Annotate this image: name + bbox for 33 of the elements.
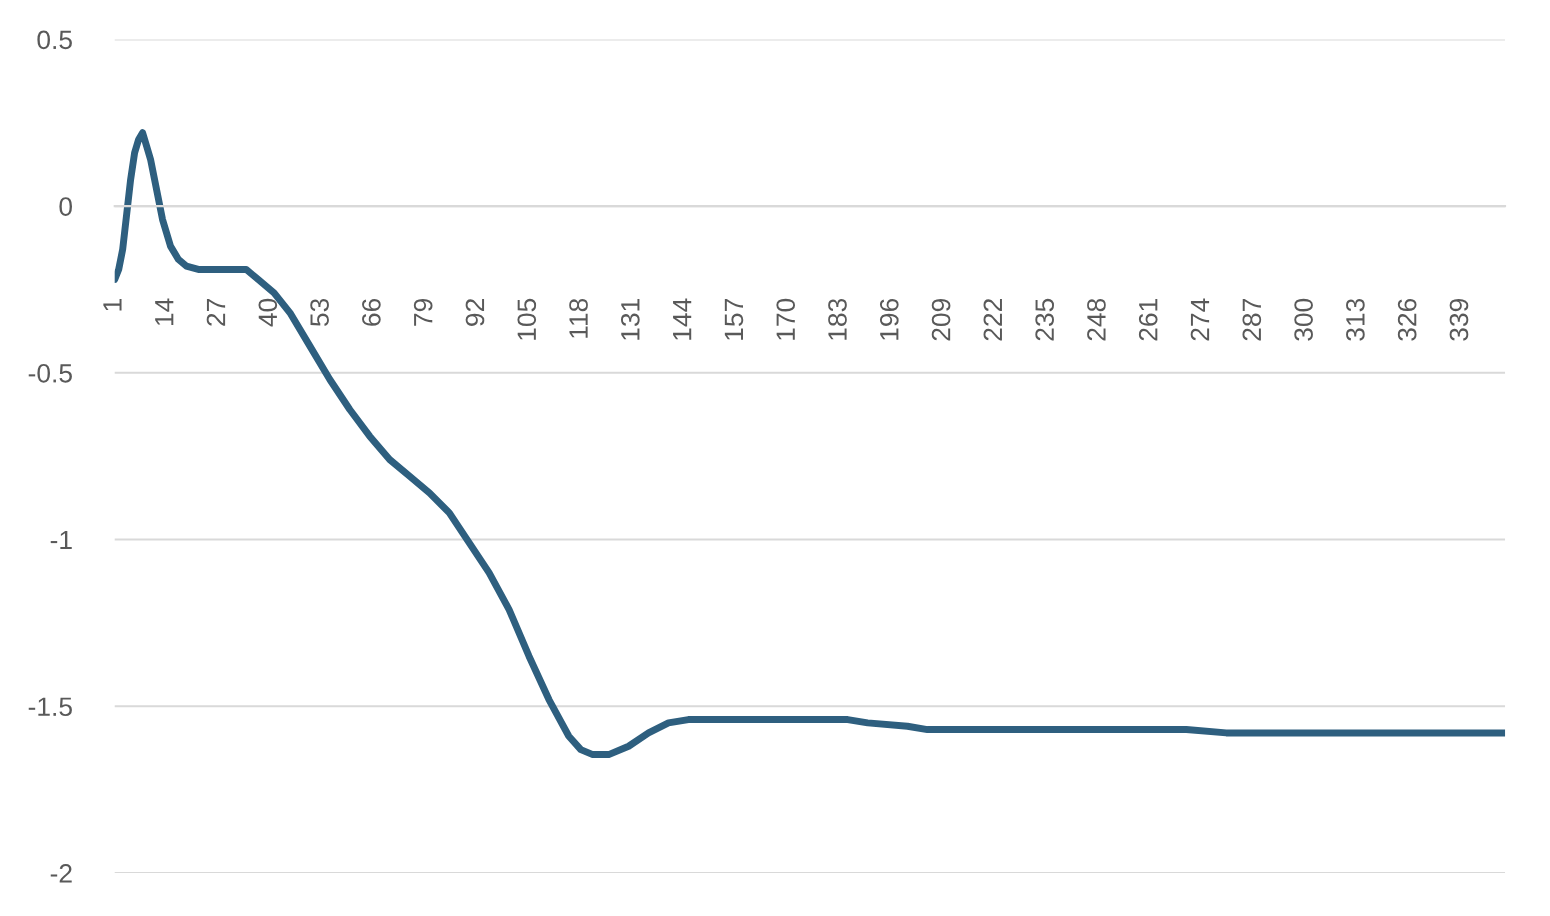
x-tick-label: 300 <box>1294 298 1313 341</box>
y-tick-label: 0.5 <box>37 30 72 50</box>
x-tick-label: 131 <box>620 299 640 340</box>
x-tick-label: 170 <box>776 298 796 340</box>
x-tick-label: 339 <box>1449 299 1469 341</box>
x-tick-label: 274 <box>1190 298 1210 341</box>
x-tick-label: 118 <box>569 298 588 338</box>
y-tick-label: 0 <box>59 197 72 216</box>
x-tick-label: 183 <box>828 298 847 340</box>
x-tick-label: 53 <box>310 298 329 327</box>
x-tick-label: 157 <box>724 299 744 340</box>
x-tick-label: 248 <box>1087 298 1106 341</box>
x-tick-label: 40 <box>258 298 278 327</box>
x-tick-label: 144 <box>673 298 692 340</box>
y-tick-label: -0.5 <box>28 363 72 383</box>
x-tick-label: 14 <box>155 298 174 326</box>
x-tick-label: 1 <box>103 299 122 311</box>
x-tick-label: 92 <box>465 299 485 326</box>
x-tick-label: 196 <box>879 298 899 340</box>
x-tick-label: 209 <box>931 299 951 341</box>
x-tick-label: 79 <box>413 299 433 326</box>
y-tick-label: -1 <box>50 530 72 550</box>
x-tick-label: 235 <box>1035 298 1054 341</box>
x-tick-label: 313 <box>1346 298 1365 341</box>
x-tick-label: 66 <box>362 298 381 326</box>
y-tick-label: -1.5 <box>28 697 72 717</box>
x-tick-label: 261 <box>1138 299 1158 341</box>
x-tick-label: 27 <box>206 299 226 326</box>
y-tick-label: -2 <box>50 864 72 883</box>
x-tick-label: 326 <box>1397 298 1417 341</box>
x-tick-label: 105 <box>517 298 537 340</box>
x-tick-label: 287 <box>1242 299 1262 341</box>
x-tick-label: 222 <box>983 299 1002 341</box>
